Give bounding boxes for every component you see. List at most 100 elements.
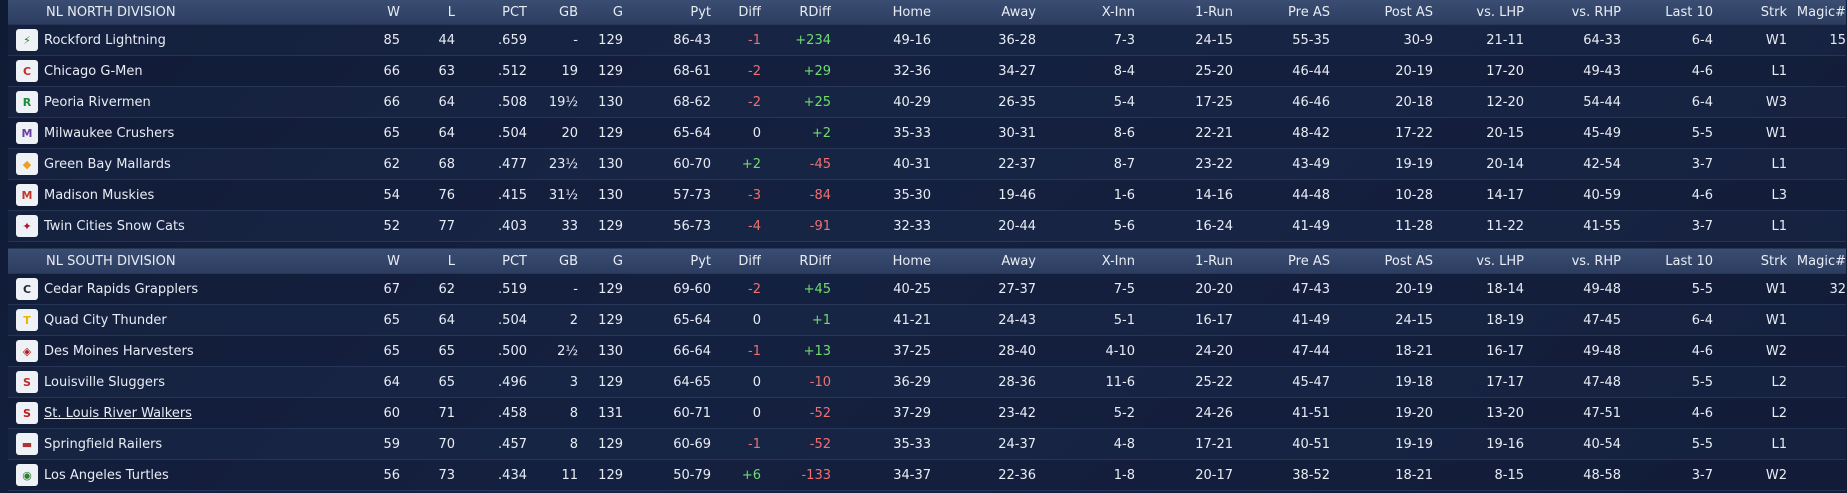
column-header-away[interactable]: Away: [1001, 253, 1036, 269]
cell-rdiff: +13: [803, 343, 831, 359]
column-header-games[interactable]: G: [612, 4, 623, 20]
column-header-pct[interactable]: PCT: [502, 253, 527, 269]
cell-last-10: 3-7: [1691, 218, 1713, 234]
cell-pyt: 68-62: [673, 94, 711, 110]
team-name-link[interactable]: Madison Muskies: [44, 187, 155, 203]
team-row[interactable]: ◈ Des Moines Harvesters 65 65 .500 2½ 130 66-64…: [8, 335, 1846, 367]
column-header-home[interactable]: Home: [892, 253, 931, 269]
column-header-one-run[interactable]: 1-Run: [1195, 4, 1233, 20]
cell-w: 56: [383, 467, 400, 483]
team-row[interactable]: ◉ Los Angeles Turtles 56 73 .434 11 129 50-79 +6…: [8, 459, 1846, 491]
column-header-one-run[interactable]: 1-Run: [1195, 253, 1233, 269]
team-cell[interactable]: T Quad City Thunder: [8, 305, 360, 336]
column-header-xinn[interactable]: X-Inn: [1101, 253, 1135, 269]
column-header-pre-as[interactable]: Pre AS: [1288, 253, 1330, 269]
cell-gb: -: [573, 281, 578, 297]
team-row[interactable]: C Cedar Rapids Grapplers 67 62 .519 - 129 69-60…: [8, 273, 1846, 305]
column-header-streak[interactable]: Strk: [1760, 4, 1787, 20]
cell-diff: -2: [748, 63, 761, 79]
team-cell[interactable]: ▬ Springfield Railers: [8, 429, 360, 460]
team-cell[interactable]: C Chicago G-Men: [8, 56, 360, 87]
cell-w: 85: [383, 32, 400, 48]
team-name-link[interactable]: Green Bay Mallards: [44, 156, 171, 172]
team-name-link[interactable]: Los Angeles Turtles: [44, 467, 169, 483]
team-cell[interactable]: ◈ Des Moines Harvesters: [8, 336, 360, 367]
column-header-streak[interactable]: Strk: [1760, 253, 1787, 269]
column-header-away[interactable]: Away: [1001, 4, 1036, 20]
cell-home: 37-25: [893, 343, 931, 359]
column-header-home[interactable]: Home: [892, 4, 931, 20]
cell-diff: -3: [748, 187, 761, 203]
cell-gb: -: [573, 32, 578, 48]
team-name-link[interactable]: St. Louis River Walkers: [44, 405, 192, 421]
column-header-vs-lhp[interactable]: vs. LHP: [1476, 4, 1524, 20]
team-cell[interactable]: M Milwaukee Crushers: [8, 118, 360, 149]
column-header-vs-rhp[interactable]: vs. RHP: [1571, 4, 1621, 20]
team-row[interactable]: M Madison Muskies 54 76 .415 31½ 130 57-73 -3 -84…: [8, 179, 1846, 211]
team-cell[interactable]: S St. Louis River Walkers: [8, 398, 360, 429]
team-name-link[interactable]: Milwaukee Crushers: [44, 125, 175, 141]
column-header-xinn[interactable]: X-Inn: [1101, 4, 1135, 20]
cell-l: 44: [438, 32, 455, 48]
team-name-link[interactable]: Peoria Rivermen: [44, 94, 151, 110]
team-cell[interactable]: ✦ Twin Cities Snow Cats: [8, 211, 360, 242]
rivermen-logo-icon: R: [16, 91, 38, 113]
team-name-link[interactable]: Rockford Lightning: [44, 32, 166, 48]
team-name-link[interactable]: Louisville Sluggers: [44, 374, 165, 390]
team-cell[interactable]: C Cedar Rapids Grapplers: [8, 274, 360, 305]
team-cell[interactable]: S Louisville Sluggers: [8, 367, 360, 398]
column-header-last-10[interactable]: Last 10: [1665, 4, 1713, 20]
team-name-link[interactable]: Chicago G-Men: [44, 63, 143, 79]
column-header-l[interactable]: L: [447, 4, 455, 20]
team-cell[interactable]: ◉ Los Angeles Turtles: [8, 460, 360, 491]
team-row[interactable]: ▬ Springfield Railers 59 70 .457 8 129 60-69 -1 -…: [8, 428, 1846, 460]
column-header-rdiff[interactable]: RDiff: [799, 4, 831, 20]
column-header-vs-rhp[interactable]: vs. RHP: [1571, 253, 1621, 269]
column-header-magic-number[interactable]: Magic#: [1796, 253, 1846, 269]
column-header-last-10[interactable]: Last 10: [1665, 253, 1713, 269]
column-header-w[interactable]: W: [387, 253, 400, 269]
column-header-pyt[interactable]: Pyt: [690, 253, 711, 269]
team-row[interactable]: C Chicago G-Men 66 63 .512 19 129 68-61 -2 +29 32-…: [8, 55, 1846, 87]
cell-l: 65: [438, 343, 455, 359]
team-cell[interactable]: R Peoria Rivermen: [8, 87, 360, 118]
cell-gb: 2: [569, 312, 578, 328]
column-header-diff[interactable]: Diff: [738, 253, 761, 269]
team-row[interactable]: T Quad City Thunder 65 64 .504 2 129 65-64 0 +1 41…: [8, 304, 1846, 336]
column-header-pre-as[interactable]: Pre AS: [1288, 4, 1330, 20]
team-row[interactable]: S St. Louis River Walkers 60 71 .458 8 131 60-7…: [8, 397, 1846, 429]
column-header-post-as[interactable]: Post AS: [1384, 253, 1433, 269]
turtles-logo-icon: ◉: [16, 464, 38, 486]
team-row[interactable]: ⚡ Rockford Lightning 85 44 .659 - 129 86-43 -1 +2…: [8, 24, 1846, 56]
column-header-gb[interactable]: GB: [559, 253, 578, 269]
team-cell[interactable]: ⚡ Rockford Lightning: [8, 25, 360, 56]
column-header-magic-number[interactable]: Magic#: [1796, 4, 1846, 20]
team-row[interactable]: ✦ Twin Cities Snow Cats 52 77 .403 33 129 56-73…: [8, 210, 1846, 242]
team-row[interactable]: R Peoria Rivermen 66 64 .508 19½ 130 68-62 -2 +25…: [8, 86, 1846, 118]
column-header-games[interactable]: G: [612, 253, 623, 269]
column-header-gb[interactable]: GB: [559, 4, 578, 20]
column-header-diff[interactable]: Diff: [738, 4, 761, 20]
column-header-pyt[interactable]: Pyt: [690, 4, 711, 20]
team-row[interactable]: ◆ Green Bay Mallards 62 68 .477 23½ 130 60-70 +2…: [8, 148, 1846, 180]
cell-pyt: 66-64: [673, 343, 711, 359]
team-name-link[interactable]: Cedar Rapids Grapplers: [44, 281, 199, 297]
column-header-post-as[interactable]: Post AS: [1384, 4, 1433, 20]
column-header-l[interactable]: L: [447, 253, 455, 269]
team-name-link[interactable]: Springfield Railers: [44, 436, 163, 452]
team-cell[interactable]: M Madison Muskies: [8, 180, 360, 211]
team-name-link[interactable]: Twin Cities Snow Cats: [44, 218, 185, 234]
team-name-link[interactable]: Des Moines Harvesters: [44, 343, 194, 359]
column-header-w[interactable]: W: [387, 4, 400, 20]
team-cell[interactable]: ◆ Green Bay Mallards: [8, 149, 360, 180]
cell-pre-as: 41-51: [1292, 405, 1330, 421]
team-row[interactable]: S Louisville Sluggers 64 65 .496 3 129 64-65 0 -1…: [8, 366, 1846, 398]
column-header-pct[interactable]: PCT: [502, 4, 527, 20]
column-header-rdiff[interactable]: RDiff: [799, 253, 831, 269]
team-name-link[interactable]: Quad City Thunder: [44, 312, 167, 328]
team-row[interactable]: M Milwaukee Crushers 65 64 .504 20 129 65-64 0 +2…: [8, 117, 1846, 149]
column-header-vs-lhp[interactable]: vs. LHP: [1476, 253, 1524, 269]
cell-xinn: 7-5: [1113, 281, 1135, 297]
cell-post-as: 19-18: [1395, 374, 1433, 390]
cell-gb: 8: [569, 436, 578, 452]
